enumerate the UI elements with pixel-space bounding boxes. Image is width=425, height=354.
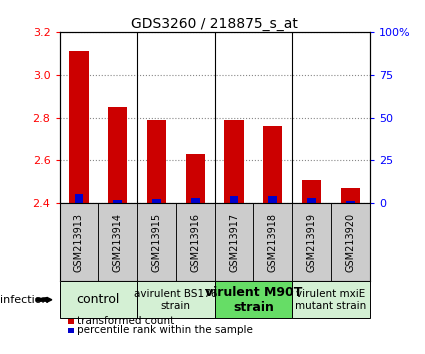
FancyBboxPatch shape — [60, 203, 98, 281]
FancyBboxPatch shape — [137, 281, 215, 319]
Bar — [186, 154, 205, 203]
Text: transformed count: transformed count — [77, 316, 174, 326]
Bar — [230, 196, 238, 203]
FancyBboxPatch shape — [292, 281, 370, 319]
Text: GSM213918: GSM213918 — [268, 213, 278, 272]
Text: infection: infection — [0, 295, 49, 305]
Bar — [113, 200, 122, 203]
Text: percentile rank within the sample: percentile rank within the sample — [77, 325, 253, 335]
Text: GSM213916: GSM213916 — [190, 213, 200, 272]
Bar — [152, 199, 161, 203]
FancyBboxPatch shape — [253, 203, 292, 281]
Text: GSM213914: GSM213914 — [113, 213, 123, 272]
Text: virulent mxiE
mutant strain: virulent mxiE mutant strain — [295, 289, 367, 310]
Text: GSM213917: GSM213917 — [229, 212, 239, 272]
Text: GSM213919: GSM213919 — [306, 213, 317, 272]
Bar — [341, 188, 360, 203]
Text: control: control — [76, 293, 120, 306]
Text: avirulent BS176
strain: avirulent BS176 strain — [134, 289, 218, 310]
FancyBboxPatch shape — [331, 203, 370, 281]
Bar — [346, 201, 355, 203]
Text: GSM213920: GSM213920 — [346, 212, 355, 272]
Bar — [108, 107, 128, 203]
FancyBboxPatch shape — [137, 203, 176, 281]
Bar — [191, 198, 200, 203]
FancyBboxPatch shape — [60, 281, 137, 319]
Bar — [307, 198, 316, 203]
Title: GDS3260 / 218875_s_at: GDS3260 / 218875_s_at — [131, 17, 298, 31]
FancyBboxPatch shape — [176, 203, 215, 281]
Text: virulent M90T
strain: virulent M90T strain — [205, 286, 302, 314]
Bar — [74, 194, 83, 203]
Text: GSM213913: GSM213913 — [74, 213, 84, 272]
Bar — [147, 120, 166, 203]
FancyBboxPatch shape — [215, 203, 253, 281]
FancyBboxPatch shape — [215, 281, 292, 319]
Bar — [224, 120, 244, 203]
Text: GSM213915: GSM213915 — [151, 212, 162, 272]
FancyBboxPatch shape — [98, 203, 137, 281]
Bar — [69, 51, 88, 203]
FancyBboxPatch shape — [292, 203, 331, 281]
Bar — [302, 179, 321, 203]
Bar — [263, 126, 283, 203]
Bar — [269, 196, 277, 203]
